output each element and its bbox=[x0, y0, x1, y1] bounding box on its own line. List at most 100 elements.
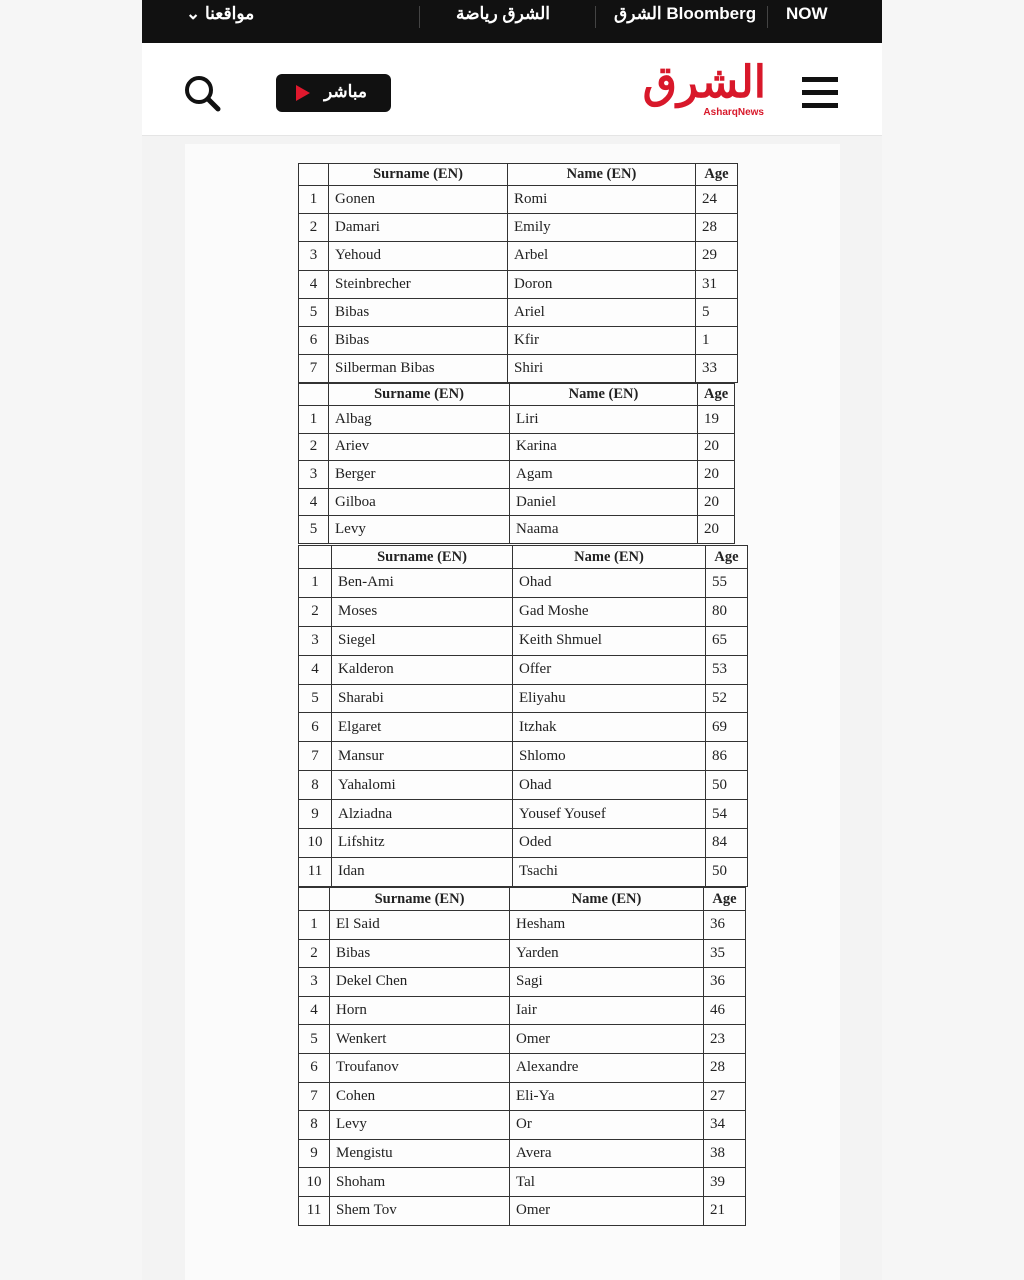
hostage-table: Surname (EN) Name (EN) Age 1 Ben-Ami Ohad 55 2 M… bbox=[298, 545, 748, 887]
row-index: 5 bbox=[298, 683, 332, 714]
age-cell: 50 bbox=[705, 856, 748, 887]
column-header bbox=[298, 383, 329, 406]
row-index: 6 bbox=[298, 712, 332, 743]
age-cell: 50 bbox=[705, 770, 748, 801]
surname-cell: Steinbrecher bbox=[328, 269, 508, 299]
age-cell: 86 bbox=[705, 741, 748, 772]
name-cell: Or bbox=[509, 1110, 704, 1140]
surname-cell: Shem Tov bbox=[329, 1195, 510, 1226]
name-cell: Itzhak bbox=[512, 712, 706, 743]
surname-cell: Siegel bbox=[331, 625, 513, 656]
row-index: 4 bbox=[298, 995, 330, 1026]
row-index: 10 bbox=[298, 828, 332, 858]
name-cell: Shlomo bbox=[512, 741, 706, 772]
column-header: Name (EN) bbox=[509, 887, 704, 911]
surname-cell: Moses bbox=[331, 596, 513, 627]
age-cell: 21 bbox=[703, 1195, 746, 1226]
our-sites-label: مواقعنا bbox=[204, 4, 255, 23]
row-index: 5 bbox=[298, 1024, 330, 1054]
table-row: 8 Levy Or 34 bbox=[298, 1110, 746, 1140]
row-index: 7 bbox=[298, 354, 329, 384]
top-bar: NOW الشرق Bloomberg الشرق رياضة ⌄ مواقعن… bbox=[142, 0, 882, 43]
row-index: 6 bbox=[298, 325, 329, 356]
surname-cell: Bibas bbox=[328, 297, 508, 327]
asharq-bloomberg-link[interactable]: الشرق Bloomberg bbox=[614, 4, 757, 23]
row-index: 1 bbox=[298, 405, 329, 434]
table-row: 1 Ben-Ami Ohad 55 bbox=[298, 568, 748, 598]
table-header-row: Surname (EN) Name (EN) Age bbox=[298, 887, 746, 911]
age-cell: 39 bbox=[703, 1167, 746, 1197]
row-index: 4 bbox=[298, 487, 329, 517]
column-header: Surname (EN) bbox=[331, 545, 513, 569]
table-row: 3 Berger Agam 20 bbox=[298, 460, 736, 489]
name-cell: Yousef Yousef bbox=[512, 799, 706, 830]
age-cell: 52 bbox=[705, 683, 748, 714]
row-index: 8 bbox=[298, 1110, 330, 1140]
age-cell: 19 bbox=[696, 405, 736, 434]
table-row: 8 Yahalomi Ohad 50 bbox=[298, 770, 748, 801]
age-cell: 1 bbox=[695, 325, 738, 356]
name-cell: Daniel bbox=[509, 487, 698, 517]
table-row: 5 Sharabi Eliyahu 52 bbox=[298, 683, 748, 714]
age-cell: 20 bbox=[696, 460, 736, 489]
age-cell: 20 bbox=[696, 515, 736, 544]
row-index: 4 bbox=[298, 269, 329, 299]
column-header: Surname (EN) bbox=[328, 163, 508, 186]
table-header-row: Surname (EN) Name (EN) Age bbox=[298, 163, 738, 186]
table-row: 1 Albag Liri 19 bbox=[298, 405, 736, 434]
name-cell: Ohad bbox=[512, 568, 706, 598]
age-cell: 20 bbox=[696, 487, 736, 517]
row-index: 11 bbox=[298, 856, 332, 887]
name-cell: Liri bbox=[509, 405, 698, 434]
row-index: 2 bbox=[298, 938, 330, 969]
age-cell: 27 bbox=[703, 1081, 746, 1112]
table-row: 6 Troufanov Alexandre 28 bbox=[298, 1052, 746, 1083]
table-header-row: Surname (EN) Name (EN) Age bbox=[298, 545, 748, 569]
surname-cell: Cohen bbox=[329, 1081, 510, 1112]
surname-cell: Berger bbox=[328, 460, 510, 489]
surname-cell: Levy bbox=[329, 1110, 510, 1140]
table-row: 2 Ariev Karina 20 bbox=[298, 432, 736, 462]
search-icon[interactable] bbox=[182, 73, 222, 113]
surname-cell: Shoham bbox=[329, 1167, 510, 1197]
name-cell: Eliyahu bbox=[512, 683, 706, 714]
column-header: Age bbox=[696, 383, 736, 406]
name-cell: Omer bbox=[509, 1024, 704, 1054]
table-row: 9 Alziadna Yousef Yousef 54 bbox=[298, 799, 748, 830]
name-cell: Karina bbox=[509, 432, 698, 462]
surname-cell: Alziadna bbox=[331, 799, 513, 830]
logo[interactable]: الشرق AsharqNews bbox=[643, 58, 766, 123]
age-cell: 46 bbox=[703, 995, 746, 1026]
surname-cell: Sharabi bbox=[331, 683, 513, 714]
table-row: 3 Dekel Chen Sagi 36 bbox=[298, 967, 746, 997]
name-cell: Omer bbox=[509, 1195, 704, 1226]
our-sites-dropdown[interactable]: ⌄ مواقعنا bbox=[186, 4, 254, 24]
age-cell: 23 bbox=[703, 1024, 746, 1054]
row-index: 9 bbox=[298, 1138, 330, 1169]
table-row: 5 Levy Naama 20 bbox=[298, 515, 736, 544]
name-cell: Shiri bbox=[507, 354, 696, 384]
surname-cell: Damari bbox=[328, 213, 508, 243]
name-cell: Romi bbox=[507, 184, 696, 215]
surname-cell: Wenkert bbox=[329, 1024, 510, 1054]
live-button[interactable]: مباشر bbox=[276, 74, 391, 112]
name-cell: Tsachi bbox=[512, 856, 706, 887]
table-row: 10 Shoham Tal 39 bbox=[298, 1167, 746, 1197]
name-cell: Eli-Ya bbox=[509, 1081, 704, 1112]
table-row: 9 Mengistu Avera 38 bbox=[298, 1138, 746, 1169]
row-index: 6 bbox=[298, 1052, 330, 1083]
surname-cell: Horn bbox=[329, 995, 510, 1026]
row-index: 11 bbox=[298, 1195, 330, 1226]
now-link[interactable]: NOW bbox=[786, 4, 828, 23]
column-header: Name (EN) bbox=[507, 163, 696, 186]
age-cell: 54 bbox=[705, 799, 748, 830]
hostage-table: Surname (EN) Name (EN) Age 1 El Said Hesham 36… bbox=[298, 887, 746, 1226]
row-index: 3 bbox=[298, 241, 329, 271]
asharq-sports-link[interactable]: الشرق رياضة bbox=[456, 4, 551, 23]
site-header: مباشر الشرق AsharqNews bbox=[142, 43, 882, 136]
surname-cell: Albag bbox=[328, 405, 510, 434]
hamburger-menu-icon[interactable] bbox=[802, 77, 838, 116]
chevron-down-icon: ⌄ bbox=[186, 4, 205, 23]
name-cell: Ariel bbox=[507, 297, 696, 327]
column-header: Name (EN) bbox=[509, 383, 698, 406]
